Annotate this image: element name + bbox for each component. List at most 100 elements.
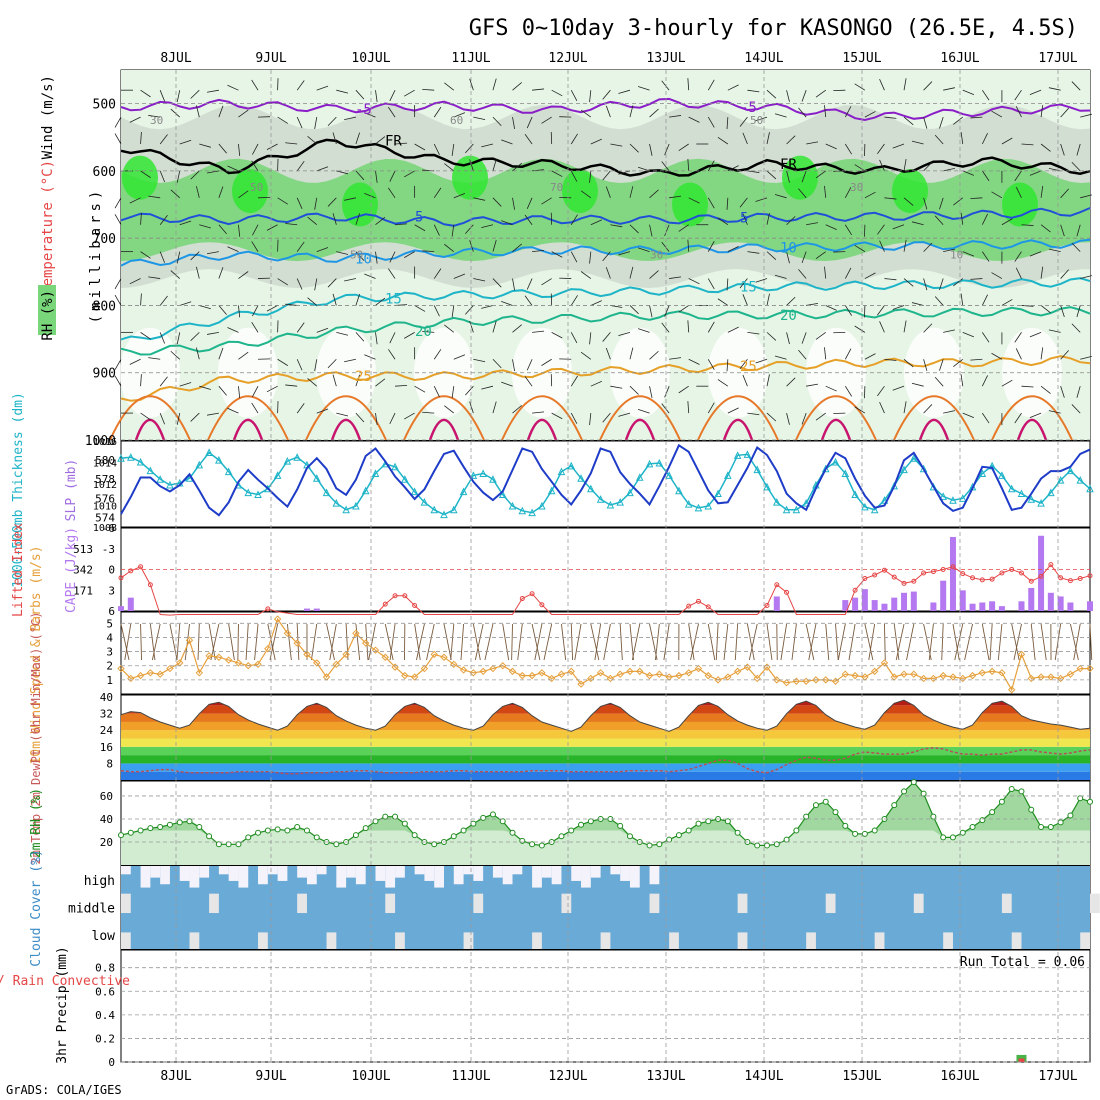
- rh-point: [675, 832, 682, 839]
- cloud-level-label: middle: [68, 902, 115, 917]
- wind-speed-point: [831, 677, 840, 685]
- surface-wind-barb: [310, 623, 318, 661]
- wind-barb: [364, 192, 376, 199]
- wind-barb: [336, 412, 349, 417]
- wind-barb: [388, 106, 396, 118]
- wind-barb: [469, 401, 474, 414]
- wind-barb: [159, 332, 166, 344]
- wind-barb: [669, 115, 682, 118]
- surface-wind-barb: [210, 623, 220, 661]
- wind-speed-point: [959, 674, 967, 683]
- wind-barb: [1029, 170, 1042, 176]
- wind-barb: [114, 197, 122, 209]
- wind-barb: [774, 194, 787, 199]
- date-tick-top: 11JUL: [451, 51, 490, 66]
- wind-barb: [251, 321, 259, 333]
- wind-barb: [465, 143, 474, 154]
- ylabel-rh: RH (%): [40, 290, 56, 341]
- surface-wind-barb: [603, 623, 611, 661]
- cape-bar: [118, 606, 124, 611]
- wind-barb: [726, 359, 729, 372]
- wind-barb: [444, 324, 455, 333]
- wind-barb: [159, 376, 168, 387]
- cloud-high-gap: [414, 866, 425, 875]
- rh-point: [646, 842, 653, 849]
- temp-stripe: [121, 771, 1090, 780]
- wind-barb: [844, 187, 852, 199]
- wind-speed-point: [822, 676, 830, 684]
- wind-barb: [570, 170, 578, 182]
- wind-barb: [629, 186, 634, 198]
- surface-wind-barb: [1054, 623, 1062, 661]
- wind-barb: [433, 224, 440, 236]
- wind-barb: [251, 160, 259, 172]
- wind-barb: [492, 320, 497, 333]
- wind-barb: [806, 383, 819, 387]
- lifted-index-point: [392, 593, 398, 599]
- cloud-high-gap: [610, 866, 621, 875]
- wind-barb: [433, 143, 440, 155]
- wind-barb: [824, 347, 827, 360]
- wind-barb: [532, 88, 545, 91]
- wind-barb: [1021, 143, 1034, 146]
- isotherm-6: [120, 355, 1091, 402]
- wind-barb: [465, 305, 474, 315]
- surface-wind-barb: [296, 623, 300, 661]
- wind-barb: [227, 246, 239, 253]
- surface-wind-barb: [355, 623, 361, 661]
- rh-point: [431, 841, 438, 848]
- wind-barb: [1060, 107, 1069, 118]
- thickness-point: [410, 487, 419, 496]
- wind-barb: [1040, 305, 1051, 314]
- thickness-point: [694, 503, 703, 512]
- isotherm-label: 5: [740, 210, 748, 226]
- surface-wind-barb: [460, 623, 465, 661]
- wind-barb: [981, 294, 988, 306]
- rh-point: [303, 827, 310, 834]
- cloud-low-gap: [874, 932, 885, 949]
- rh-point: [499, 818, 506, 825]
- wind-barb: [492, 197, 502, 207]
- wind-barb: [911, 221, 924, 226]
- wind-barb: [688, 358, 700, 365]
- lifted-index-point: [999, 570, 1005, 576]
- wind-barb: [806, 141, 819, 145]
- wind-barb: [314, 197, 318, 210]
- wind-speed-point: [616, 670, 624, 678]
- wind-speed-point: [577, 680, 585, 688]
- wind-speed-point: [332, 660, 341, 669]
- surface-wind-barb: [690, 623, 699, 661]
- wind-barb: [327, 278, 337, 288]
- thickness-point: [998, 471, 1006, 479]
- rh-bright-cell: [1002, 182, 1038, 227]
- wind-barb: [453, 354, 466, 360]
- wind-speed-point: [313, 659, 321, 667]
- wind-speed-point: [342, 650, 350, 659]
- wind-barb: [1060, 386, 1065, 398]
- wind-barb: [717, 136, 729, 145]
- isotherm-label: 15: [740, 280, 757, 296]
- wind-speed-point: [352, 629, 360, 637]
- wind-barb: [433, 106, 442, 118]
- cape-bar: [1067, 602, 1074, 611]
- wind-barb: [962, 412, 975, 418]
- wind-barb: [218, 105, 224, 118]
- wind-barb: [227, 407, 239, 414]
- rh-point: [734, 829, 741, 836]
- wind-barb: [1060, 269, 1069, 279]
- lifted-index-point: [911, 578, 917, 584]
- thickness-point: [792, 505, 801, 514]
- wind-speed-point: [518, 671, 527, 680]
- surface-wind-barb: [414, 623, 421, 661]
- wind-barb: [766, 132, 770, 145]
- wind-barb: [766, 332, 777, 341]
- wind-barb: [314, 359, 318, 372]
- wind-barb: [492, 116, 502, 127]
- lifted-tick: 3: [108, 584, 115, 597]
- rh-point: [529, 841, 536, 848]
- rh-point: [509, 829, 516, 836]
- surface-wind-barb: [1030, 623, 1036, 661]
- wind-speed-point: [704, 671, 712, 680]
- lifted-tick: 6: [108, 605, 115, 618]
- wind-barb: [389, 251, 396, 263]
